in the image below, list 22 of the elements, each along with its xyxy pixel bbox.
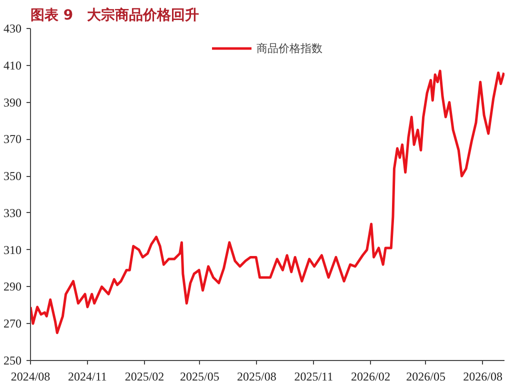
chart-title: 图表 9 大宗商品价格回升 xyxy=(30,6,200,24)
x-tick-label: 2025/02 xyxy=(124,370,164,384)
y-tick-label: 290 xyxy=(4,280,22,294)
y-tick-label: 430 xyxy=(4,22,22,36)
y-tick-label: 270 xyxy=(4,316,22,331)
x-tick-label: 2026/02 xyxy=(351,370,390,384)
x-tick-label: 2025/05 xyxy=(180,370,220,384)
y-tick-label: 330 xyxy=(4,206,22,220)
x-tick-label: 2025/08 xyxy=(236,370,276,384)
x-tick-label: 2025/11 xyxy=(294,370,334,384)
y-tick-label: 410 xyxy=(4,58,22,72)
x-tick-label: 2026/08 xyxy=(463,370,502,384)
line-series xyxy=(30,70,504,334)
y-tick-label: 350 xyxy=(4,169,22,184)
legend-label: 商品价格指数 xyxy=(256,40,322,56)
y-tick-label: 390 xyxy=(4,95,22,110)
y-tick-label: 250 xyxy=(4,354,22,368)
x-tick-label: 2024/11 xyxy=(68,370,107,384)
x-tick-label: 2024/08 xyxy=(10,370,50,384)
x-tick-label: 2026/05 xyxy=(406,370,446,384)
y-tick-label: 370 xyxy=(4,132,22,146)
y-tick-label: 310 xyxy=(4,242,22,257)
